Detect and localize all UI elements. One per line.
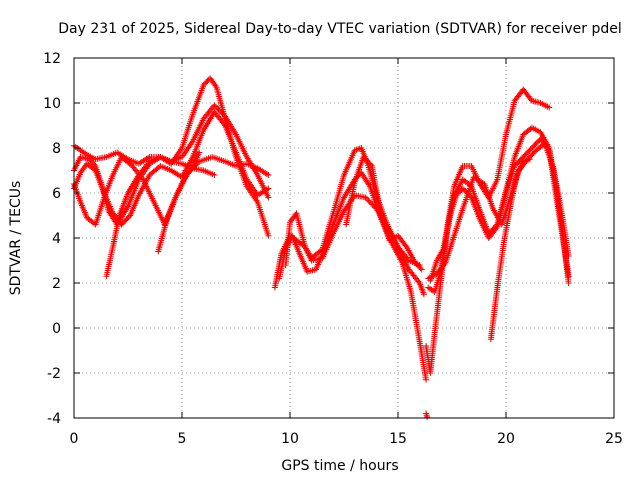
x-tick-label: 10 bbox=[281, 431, 299, 447]
data-point bbox=[413, 261, 420, 268]
data-point bbox=[366, 198, 373, 205]
data-point bbox=[417, 265, 424, 272]
data-point bbox=[215, 106, 222, 113]
series-sat-c bbox=[71, 109, 272, 228]
data-point bbox=[420, 291, 427, 298]
y-axis: -4 -2 0 2 4 6 8 10 12 bbox=[43, 51, 614, 427]
data-point bbox=[424, 413, 431, 420]
y-tick-label: 0 bbox=[52, 321, 61, 337]
data-point bbox=[211, 102, 218, 109]
x-tick-label: 0 bbox=[70, 431, 79, 447]
data-point bbox=[441, 261, 448, 268]
data-point bbox=[88, 158, 95, 165]
data-point bbox=[265, 172, 272, 178]
y-tick-label: 4 bbox=[52, 231, 61, 247]
data-point bbox=[196, 149, 203, 156]
x-tick-label: 15 bbox=[389, 431, 407, 447]
data-point bbox=[220, 112, 227, 119]
data-point bbox=[211, 172, 218, 178]
data-point bbox=[216, 107, 223, 114]
data-point bbox=[493, 225, 500, 232]
data-point bbox=[367, 161, 374, 168]
data-point bbox=[201, 80, 208, 87]
data-point bbox=[203, 79, 210, 86]
data-point bbox=[565, 280, 572, 286]
data-point bbox=[412, 259, 419, 266]
series-sat-a bbox=[71, 75, 272, 239]
y-tick-label: -4 bbox=[47, 411, 61, 427]
y-axis-title: SDTVAR / TECUs bbox=[8, 181, 24, 296]
data-point bbox=[565, 253, 572, 259]
x-tick-label: 20 bbox=[497, 431, 515, 447]
data-point bbox=[565, 273, 572, 280]
y-tick-label: -2 bbox=[47, 366, 61, 382]
y-tick-label: 8 bbox=[52, 141, 61, 157]
data-point bbox=[86, 156, 93, 163]
data-point bbox=[526, 156, 533, 163]
data-point bbox=[365, 197, 372, 204]
series-sat-f bbox=[155, 149, 203, 255]
chart-title: Day 231 of 2025, Sidereal Day-to-day VTE… bbox=[58, 21, 622, 37]
data-point bbox=[368, 200, 374, 207]
data-point bbox=[414, 262, 421, 269]
x-tick-label: 25 bbox=[605, 431, 623, 447]
y-tick-label: 10 bbox=[43, 96, 61, 112]
x-tick-label: 5 bbox=[178, 431, 187, 447]
data-point bbox=[127, 161, 134, 168]
data-point bbox=[372, 204, 379, 211]
y-tick-label: 2 bbox=[52, 276, 61, 292]
grid bbox=[74, 58, 614, 418]
data-point bbox=[546, 104, 553, 111]
series-sat-j bbox=[343, 154, 425, 273]
data-point bbox=[369, 201, 376, 208]
series-sat-e bbox=[103, 154, 218, 280]
data-point bbox=[218, 109, 225, 116]
y-tick-label: 12 bbox=[43, 51, 61, 67]
x-axis-title: GPS time / hours bbox=[281, 458, 398, 474]
series-sat-p bbox=[423, 410, 431, 420]
data-point bbox=[265, 232, 272, 239]
data-point bbox=[457, 188, 464, 195]
data-point bbox=[362, 194, 369, 201]
data-point bbox=[418, 266, 425, 273]
data-point bbox=[200, 82, 207, 88]
data-point bbox=[219, 110, 226, 117]
data-point bbox=[423, 376, 430, 383]
x-axis: 0 5 10 15 20 25 bbox=[70, 58, 623, 447]
data-point bbox=[87, 157, 94, 164]
data-point bbox=[455, 189, 462, 196]
data-point bbox=[416, 263, 423, 270]
data-point bbox=[265, 185, 272, 192]
data-point bbox=[454, 190, 461, 197]
data-point bbox=[214, 105, 221, 112]
y-tick-label: 6 bbox=[52, 186, 61, 202]
data-point bbox=[265, 194, 272, 201]
data-points bbox=[71, 75, 572, 420]
data-point bbox=[212, 103, 219, 110]
data-point bbox=[402, 242, 409, 249]
data-point bbox=[363, 195, 370, 202]
series-sat-o bbox=[487, 156, 533, 343]
series-sat-g bbox=[271, 145, 427, 298]
data-point bbox=[453, 192, 460, 199]
data-point bbox=[370, 202, 377, 209]
